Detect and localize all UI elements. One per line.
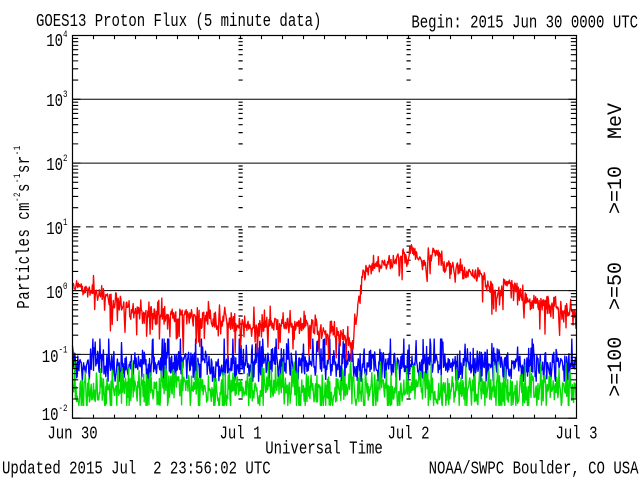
svg-text:101: 101 <box>46 217 67 240</box>
svg-text:Jul 1: Jul 1 <box>220 423 262 444</box>
svg-text:Jun 30: Jun 30 <box>47 423 97 444</box>
svg-text:Jul 3: Jul 3 <box>556 423 598 444</box>
svg-text:NOAA/SWPC Boulder, CO USA: NOAA/SWPC Boulder, CO USA <box>429 458 639 479</box>
svg-text:GOES13 Proton Flux (5 minute d: GOES13 Proton Flux (5 minute data) <box>36 10 321 31</box>
svg-text:Universal Time: Universal Time <box>265 438 383 459</box>
svg-text:Particles cm-2s-1sr-1: Particles cm-2s-1sr-1 <box>12 145 35 308</box>
svg-text:>=10: >=10 <box>605 166 628 214</box>
svg-text:Begin: 2015 Jun 30 0000 UTC: Begin: 2015 Jun 30 0000 UTC <box>411 12 638 33</box>
svg-text:104: 104 <box>46 29 67 52</box>
svg-text:100: 100 <box>46 281 67 304</box>
svg-text:Jul 2: Jul 2 <box>388 423 430 444</box>
svg-text:Updated 2015 Jul 2 23:56:02 U: Updated 2015 Jul 2 23:56:02 UTC <box>2 458 271 479</box>
svg-text:MeV: MeV <box>605 103 628 139</box>
svg-text:103: 103 <box>46 89 67 112</box>
svg-text:102: 102 <box>46 153 67 176</box>
svg-text:>=100: >=100 <box>605 337 628 397</box>
svg-text:>=50: >=50 <box>605 262 628 310</box>
